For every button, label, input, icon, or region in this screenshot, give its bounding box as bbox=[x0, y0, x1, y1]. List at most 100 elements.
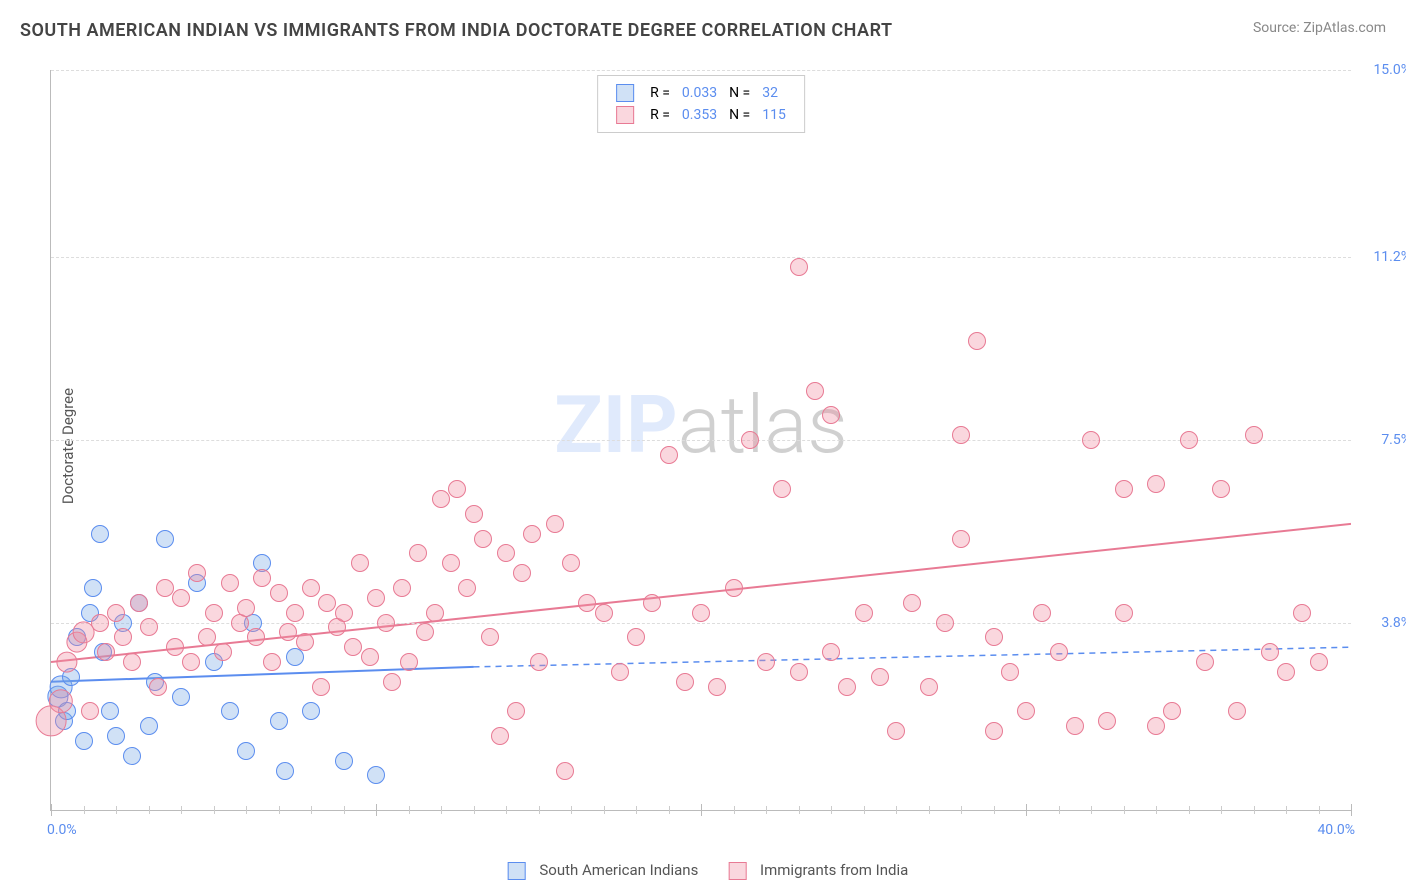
r-value: 0.033 bbox=[676, 82, 723, 104]
data-point bbox=[968, 332, 986, 350]
data-point bbox=[790, 258, 808, 276]
data-point bbox=[377, 614, 395, 632]
data-point bbox=[247, 628, 265, 646]
data-point bbox=[383, 673, 401, 691]
data-point bbox=[335, 752, 353, 770]
x-tick-minor bbox=[864, 806, 865, 814]
x-tick-minor bbox=[1059, 806, 1060, 814]
data-point bbox=[822, 406, 840, 424]
n-value: 115 bbox=[756, 104, 792, 126]
data-point bbox=[1147, 475, 1165, 493]
data-point bbox=[91, 614, 109, 632]
x-tick-minor bbox=[571, 806, 572, 814]
data-point bbox=[286, 604, 304, 622]
x-tick-minor bbox=[344, 806, 345, 814]
x-tick-minor bbox=[766, 806, 767, 814]
data-point bbox=[140, 717, 158, 735]
data-point bbox=[546, 515, 564, 533]
source-label: Source: ZipAtlas.com bbox=[1253, 20, 1386, 36]
watermark: ZIPatlas bbox=[554, 378, 848, 472]
data-point bbox=[985, 628, 1003, 646]
data-point bbox=[344, 638, 362, 656]
data-point bbox=[1212, 480, 1230, 498]
data-point bbox=[627, 628, 645, 646]
x-tick-minor bbox=[1091, 806, 1092, 814]
data-point bbox=[367, 766, 385, 784]
chart-page: SOUTH AMERICAN INDIAN VS IMMIGRANTS FROM… bbox=[0, 0, 1406, 892]
x-tick-minor bbox=[669, 806, 670, 814]
n-label: N = bbox=[723, 82, 756, 104]
x-tick-minor bbox=[1156, 806, 1157, 814]
legend-stat-row: R =0.353N =115 bbox=[610, 104, 792, 126]
data-point bbox=[903, 594, 921, 612]
x-tick-major bbox=[1351, 804, 1352, 816]
data-point bbox=[692, 604, 710, 622]
data-point bbox=[393, 579, 411, 597]
legend-stat-row: R =0.033N =32 bbox=[610, 82, 792, 104]
data-point bbox=[1082, 431, 1100, 449]
data-point bbox=[263, 653, 281, 671]
x-tick-minor bbox=[506, 806, 507, 814]
data-point bbox=[595, 604, 613, 622]
data-point bbox=[416, 623, 434, 641]
x-tick-minor bbox=[246, 806, 247, 814]
data-point bbox=[458, 579, 476, 597]
data-point bbox=[97, 643, 115, 661]
data-point bbox=[198, 628, 216, 646]
data-point bbox=[335, 604, 353, 622]
data-point bbox=[1196, 653, 1214, 671]
x-tick-minor bbox=[1286, 806, 1287, 814]
legend-stats: R =0.033N =32R =0.353N =115 bbox=[597, 75, 805, 133]
data-point bbox=[253, 569, 271, 587]
r-value: 0.353 bbox=[676, 104, 723, 126]
x-tick-minor bbox=[799, 806, 800, 814]
x-tick-minor bbox=[441, 806, 442, 814]
x-tick-minor bbox=[636, 806, 637, 814]
x-tick-major bbox=[376, 804, 377, 816]
n-value: 32 bbox=[756, 82, 792, 104]
x-tick-minor bbox=[409, 806, 410, 814]
data-point bbox=[1115, 604, 1133, 622]
data-point bbox=[1001, 663, 1019, 681]
swatch-icon bbox=[728, 862, 746, 880]
x-tick-minor bbox=[961, 806, 962, 814]
data-point bbox=[871, 668, 889, 686]
x-max-label: 40.0% bbox=[1317, 822, 1355, 838]
gridline bbox=[51, 440, 1351, 441]
data-point bbox=[221, 702, 239, 720]
data-point bbox=[312, 678, 330, 696]
x-tick-minor bbox=[734, 806, 735, 814]
data-point bbox=[188, 564, 206, 582]
data-point bbox=[822, 643, 840, 661]
data-point bbox=[1115, 480, 1133, 498]
x-tick-minor bbox=[831, 806, 832, 814]
data-point bbox=[172, 589, 190, 607]
data-point bbox=[920, 678, 938, 696]
data-point bbox=[773, 480, 791, 498]
legend-item: South American Indians bbox=[498, 861, 699, 879]
data-point bbox=[1277, 663, 1295, 681]
x-tick-minor bbox=[1254, 806, 1255, 814]
gridline bbox=[51, 257, 1351, 258]
x-tick-minor bbox=[1124, 806, 1125, 814]
data-point bbox=[270, 712, 288, 730]
x-tick-major bbox=[701, 804, 702, 816]
x-tick-minor bbox=[279, 806, 280, 814]
data-point bbox=[156, 579, 174, 597]
data-point bbox=[432, 490, 450, 508]
x-tick-minor bbox=[604, 806, 605, 814]
data-point bbox=[400, 653, 418, 671]
data-point bbox=[409, 544, 427, 562]
swatch-icon bbox=[616, 84, 634, 102]
data-point bbox=[556, 762, 574, 780]
data-point bbox=[1033, 604, 1051, 622]
data-point bbox=[474, 530, 492, 548]
data-point bbox=[107, 604, 125, 622]
data-point bbox=[936, 614, 954, 632]
data-point bbox=[130, 594, 148, 612]
data-point bbox=[513, 564, 531, 582]
data-point bbox=[361, 648, 379, 666]
data-point bbox=[1147, 717, 1165, 735]
y-tick-label: 7.5% bbox=[1381, 432, 1406, 448]
data-point bbox=[367, 589, 385, 607]
